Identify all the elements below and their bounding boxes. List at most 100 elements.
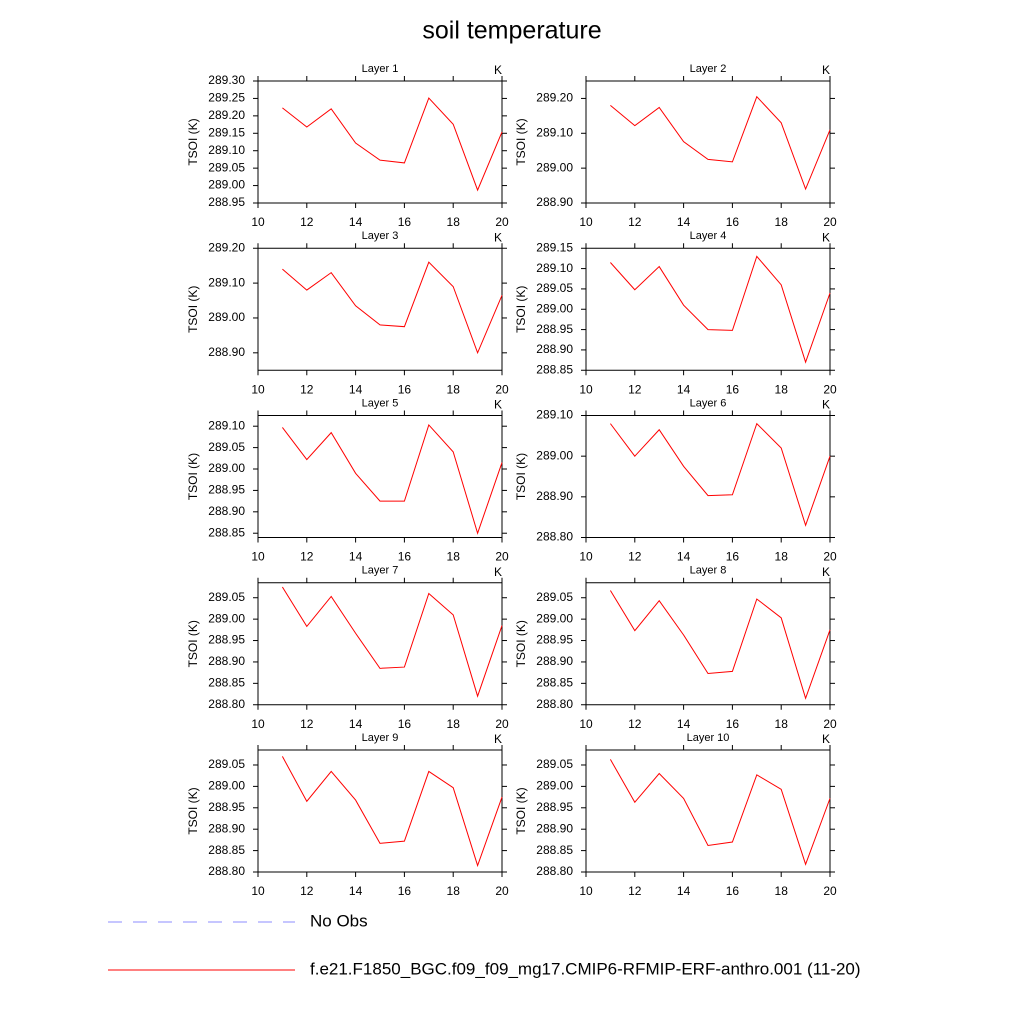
x-tick-label: 14 (349, 717, 363, 731)
y-tick-label: 288.90 (536, 489, 573, 503)
panel-title: Layer 10 (687, 732, 730, 744)
y-tick-label: 288.95 (208, 800, 245, 814)
y-tick-label: 288.85 (536, 676, 573, 690)
x-tick-label: 20 (495, 717, 509, 731)
unit-label: K (822, 230, 830, 244)
x-tick-label: 16 (398, 550, 412, 564)
plot-frame (585, 247, 831, 371)
x-tick-label: 14 (349, 382, 363, 396)
x-tick-label: 20 (495, 884, 509, 898)
x-tick-label: 16 (398, 717, 412, 731)
y-tick-label: 288.85 (536, 843, 573, 857)
x-tick-label: 12 (300, 550, 314, 564)
y-tick-label: 288.90 (536, 342, 573, 356)
y-tick-label: 288.95 (536, 633, 573, 647)
x-tick-label: 18 (447, 550, 461, 564)
data-line (282, 97, 503, 192)
x-tick-label: 16 (398, 382, 412, 396)
y-tick-label: 289.00 (536, 611, 573, 625)
y-tick-label: 288.90 (536, 821, 573, 835)
y-tick-label: 289.15 (536, 240, 573, 254)
x-tick-label: 14 (349, 550, 363, 564)
data-line (282, 261, 503, 355)
x-tick-label: 14 (677, 884, 691, 898)
y-tick-label: 289.20 (208, 240, 245, 254)
x-tick-label: 18 (447, 717, 461, 731)
unit-label: K (822, 565, 830, 579)
x-tick-label: 20 (823, 717, 837, 731)
chart-title: soil temperature (422, 17, 601, 45)
x-tick-label: 10 (579, 884, 593, 898)
x-tick-label: 16 (398, 215, 412, 229)
y-tick-label: 289.05 (208, 160, 245, 174)
y-tick-label: 289.10 (536, 408, 573, 422)
panel-title: Layer 8 (690, 565, 727, 577)
x-tick-label: 10 (579, 382, 593, 396)
y-axis-label: TSOI (K) (186, 286, 200, 333)
plot-frame (257, 582, 503, 706)
x-tick-label: 14 (349, 884, 363, 898)
data-line (610, 255, 831, 364)
y-tick-label: 289.20 (536, 91, 573, 105)
y-tick-label: 289.05 (536, 757, 573, 771)
panel-title: Layer 2 (690, 63, 727, 75)
x-tick-label: 16 (726, 550, 740, 564)
y-tick-label: 288.80 (536, 864, 573, 878)
y-axis-label: TSOI (K) (514, 286, 528, 333)
y-tick-label: 289.00 (208, 461, 245, 475)
x-tick-label: 14 (677, 550, 691, 564)
unit-label: K (494, 63, 502, 77)
x-tick-label: 18 (775, 550, 789, 564)
y-tick-label: 289.10 (208, 418, 245, 432)
y-tick-label: 288.85 (208, 525, 245, 539)
y-tick-label: 289.00 (536, 160, 573, 174)
y-axis-label: TSOI (K) (186, 453, 200, 500)
y-tick-label: 289.10 (208, 143, 245, 157)
y-tick-label: 289.00 (536, 448, 573, 462)
x-tick-label: 14 (677, 215, 691, 229)
data-line (610, 95, 831, 191)
plot-frame (257, 247, 503, 371)
plot-frame (585, 749, 831, 873)
y-tick-label: 289.00 (208, 310, 245, 324)
x-tick-label: 12 (628, 717, 642, 731)
x-tick-label: 10 (251, 382, 265, 396)
y-tick-label: 289.00 (536, 301, 573, 315)
plot-frame (257, 749, 503, 873)
y-tick-label: 288.90 (208, 345, 245, 359)
x-tick-label: 10 (579, 215, 593, 229)
x-tick-label: 10 (579, 550, 593, 564)
y-axis-label: TSOI (K) (186, 118, 200, 165)
y-tick-label: 289.10 (536, 125, 573, 139)
unit-label: K (494, 565, 502, 579)
legend-label: f.e21.F1850_BGC.f09_f09_mg17.CMIP6-RFMIP… (310, 959, 861, 978)
x-tick-label: 20 (495, 215, 509, 229)
data-line (609, 422, 831, 527)
y-tick-label: 289.10 (208, 275, 245, 289)
y-tick-label: 289.05 (536, 281, 573, 295)
x-tick-label: 20 (823, 884, 837, 898)
x-tick-label: 12 (628, 884, 642, 898)
data-line (609, 590, 831, 700)
y-tick-label: 289.25 (208, 91, 245, 105)
y-axis-label: TSOI (K) (514, 620, 528, 667)
y-tick-label: 288.80 (208, 864, 245, 878)
x-tick-label: 16 (726, 717, 740, 731)
panel-title: Layer 7 (362, 565, 399, 577)
x-tick-label: 12 (628, 215, 642, 229)
y-tick-label: 289.10 (536, 261, 573, 275)
x-tick-label: 14 (677, 717, 691, 731)
x-tick-label: 20 (823, 550, 837, 564)
x-tick-label: 18 (775, 215, 789, 229)
data-line (609, 759, 831, 866)
x-tick-label: 12 (628, 550, 642, 564)
y-tick-label: 289.05 (208, 757, 245, 771)
x-tick-label: 18 (447, 382, 461, 396)
panel-title: Layer 6 (690, 397, 727, 409)
unit-label: K (822, 398, 830, 412)
y-tick-label: 288.95 (208, 483, 245, 497)
y-tick-label: 288.90 (536, 195, 573, 209)
x-tick-label: 20 (495, 382, 509, 396)
y-tick-label: 288.85 (208, 676, 245, 690)
x-tick-label: 12 (300, 717, 314, 731)
